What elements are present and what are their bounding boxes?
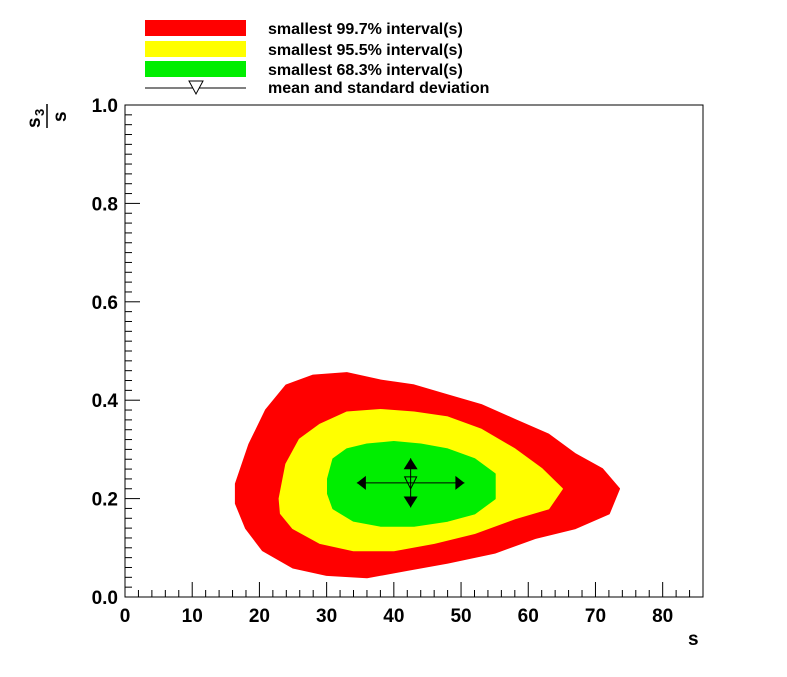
x-tick-label: 70 bbox=[585, 606, 606, 627]
std-arrow-down-icon bbox=[403, 496, 418, 508]
y-tick-label: 0.6 bbox=[92, 293, 118, 314]
x-tick-label: 30 bbox=[316, 606, 337, 627]
legend-mean-marker-icon bbox=[188, 80, 204, 96]
y-axis-title-subscript: 3 bbox=[32, 109, 47, 116]
mean-std-marker bbox=[356, 458, 465, 508]
y-tick-label: 0.0 bbox=[92, 588, 118, 609]
x-tick-label: 20 bbox=[249, 606, 270, 627]
x-tick-label: 80 bbox=[652, 606, 673, 627]
x-tick-label: 50 bbox=[450, 606, 471, 627]
x-tick-label: 40 bbox=[383, 606, 404, 627]
mean-marker-icon bbox=[403, 476, 418, 490]
legend-label-99.7: smallest 99.7% interval(s) bbox=[268, 21, 463, 38]
legend-label-68.3: smallest 68.3% interval(s) bbox=[268, 62, 463, 79]
x-axis: 0 10 20 30 40 50 60 70 80 bbox=[120, 582, 704, 627]
legend-label-mean: mean and standard deviation bbox=[268, 80, 489, 97]
y-tick-label: 0.4 bbox=[92, 391, 119, 412]
legend-swatch-68.3 bbox=[145, 61, 246, 77]
y-axis: 0.0 0.2 0.4 0.6 0.8 1.0 bbox=[92, 96, 140, 609]
y-tick-label: 0.2 bbox=[92, 490, 118, 511]
plot-regions bbox=[234, 372, 620, 579]
x-tick-label: 0 bbox=[120, 606, 131, 627]
legend-swatch-95.5 bbox=[145, 41, 246, 57]
x-tick-label: 10 bbox=[182, 606, 203, 627]
legend-swatch-99.7 bbox=[145, 20, 246, 36]
y-tick-label: 0.8 bbox=[92, 194, 118, 215]
y-tick-label: 1.0 bbox=[92, 96, 118, 117]
std-arrow-right-icon bbox=[455, 475, 465, 490]
y-axis-title: s 3 s bbox=[24, 104, 71, 128]
std-arrow-left-icon bbox=[356, 475, 366, 490]
x-axis-title: s bbox=[688, 629, 699, 650]
std-arrow-up-icon bbox=[403, 458, 418, 470]
region-2 bbox=[327, 441, 496, 527]
y-axis-title-numerator: s bbox=[24, 117, 45, 128]
legend-label-95.5: smallest 95.5% interval(s) bbox=[268, 42, 463, 59]
y-axis-title-denominator: s bbox=[50, 111, 71, 122]
legend: smallest 99.7% interval(s) smallest 95.5… bbox=[145, 20, 489, 97]
x-tick-label: 60 bbox=[518, 606, 539, 627]
